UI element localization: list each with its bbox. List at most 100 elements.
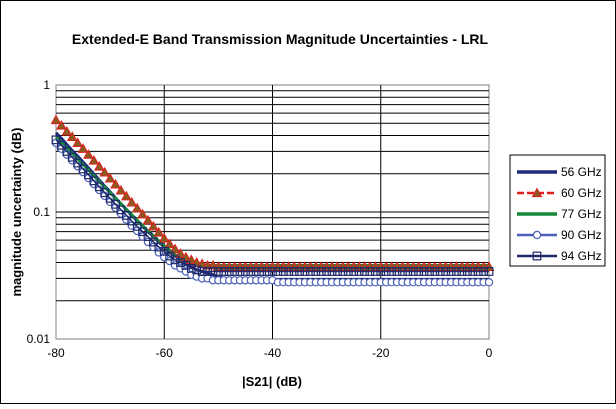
data-point <box>158 232 170 243</box>
data-point <box>338 267 348 276</box>
data-point <box>208 267 218 276</box>
legend-label: 56 GHz <box>561 165 602 179</box>
data-point <box>143 232 153 242</box>
data-point <box>425 267 434 276</box>
chart-title: Extended-E Band Transmission Magnitude U… <box>72 31 489 47</box>
y-tick-label: 0.1 <box>33 205 50 219</box>
data-point <box>50 114 62 125</box>
data-point <box>105 193 115 203</box>
legend-item: 56 GHz <box>517 165 602 179</box>
data-point <box>473 267 483 276</box>
data-point <box>83 149 94 159</box>
data-point <box>257 267 267 276</box>
legend-label: 60 GHz <box>561 186 602 200</box>
data-point <box>132 222 142 231</box>
data-point <box>468 267 478 276</box>
data-point <box>483 261 495 271</box>
legend-item: 77 GHz <box>517 207 602 221</box>
data-point <box>387 267 396 276</box>
data-point <box>99 166 111 177</box>
data-point <box>322 267 332 276</box>
data-point <box>295 267 304 276</box>
data-point <box>430 267 440 276</box>
data-point <box>121 211 131 220</box>
data-point <box>100 188 110 198</box>
series-layer <box>50 114 495 287</box>
data-point <box>213 267 223 276</box>
data-point <box>153 226 165 237</box>
data-point <box>62 147 72 156</box>
data-point <box>142 214 154 225</box>
data-point <box>354 267 364 276</box>
data-point <box>484 278 494 287</box>
data-point <box>72 137 83 148</box>
data-point <box>192 265 202 275</box>
data-point <box>203 267 212 276</box>
data-point <box>246 267 256 276</box>
data-point <box>51 135 61 145</box>
data-point <box>93 161 105 171</box>
legend-label: 90 GHz <box>561 228 602 242</box>
data-point <box>224 267 234 276</box>
x-tick-label: -80 <box>47 346 65 360</box>
data-point <box>316 267 326 276</box>
data-point <box>419 267 429 276</box>
data-point <box>462 267 472 276</box>
legend-label: 94 GHz <box>561 249 602 263</box>
data-point <box>67 152 77 162</box>
data-point <box>84 170 93 180</box>
data-point <box>197 267 207 276</box>
data-point <box>305 267 315 276</box>
data-point <box>343 267 353 276</box>
data-point <box>176 258 185 267</box>
data-point <box>77 143 89 153</box>
data-point <box>88 155 100 165</box>
gridlines <box>56 85 489 339</box>
data-point <box>327 267 337 276</box>
data-point <box>138 227 148 237</box>
x-axis-label: |S21| (dB) <box>242 374 302 389</box>
y-tick-label: 1 <box>43 78 50 92</box>
data-point <box>207 259 219 270</box>
data-point <box>289 267 299 276</box>
legend-marker <box>532 230 542 240</box>
data-point <box>66 131 78 142</box>
data-point <box>484 267 494 276</box>
data-point <box>268 267 277 276</box>
data-point <box>403 267 413 276</box>
data-point <box>251 267 261 276</box>
data-point <box>115 184 127 195</box>
plot-area <box>50 84 495 340</box>
data-point <box>376 267 386 276</box>
data-point <box>78 164 88 174</box>
data-point <box>360 267 369 276</box>
data-point <box>349 267 359 276</box>
data-point <box>170 255 180 265</box>
y-axis-label: magnitude uncertainty (dB) <box>9 127 24 296</box>
data-point <box>435 267 445 276</box>
data-point <box>381 267 391 276</box>
x-tick-label: 0 <box>486 346 493 360</box>
legend: 56 GHz 60 GHz 77 GHz 90 GHz 94 GHz <box>509 154 606 267</box>
data-point <box>479 267 488 276</box>
data-point <box>311 267 321 276</box>
data-point <box>121 190 132 201</box>
legend-marker <box>531 187 543 198</box>
data-point <box>149 237 158 247</box>
data-point <box>127 216 137 226</box>
legend-item: 90 GHz <box>517 228 602 242</box>
data-point <box>398 267 407 276</box>
data-point <box>278 267 288 276</box>
data-point <box>159 246 169 256</box>
series-94-ghz <box>51 135 494 276</box>
data-point <box>241 267 250 276</box>
data-point <box>365 267 375 276</box>
data-point <box>219 267 229 276</box>
data-point <box>186 263 196 273</box>
data-point <box>235 267 245 276</box>
data-point <box>61 126 73 136</box>
data-point <box>452 267 461 276</box>
data-point <box>137 208 148 219</box>
x-tick-label: -60 <box>156 346 174 360</box>
